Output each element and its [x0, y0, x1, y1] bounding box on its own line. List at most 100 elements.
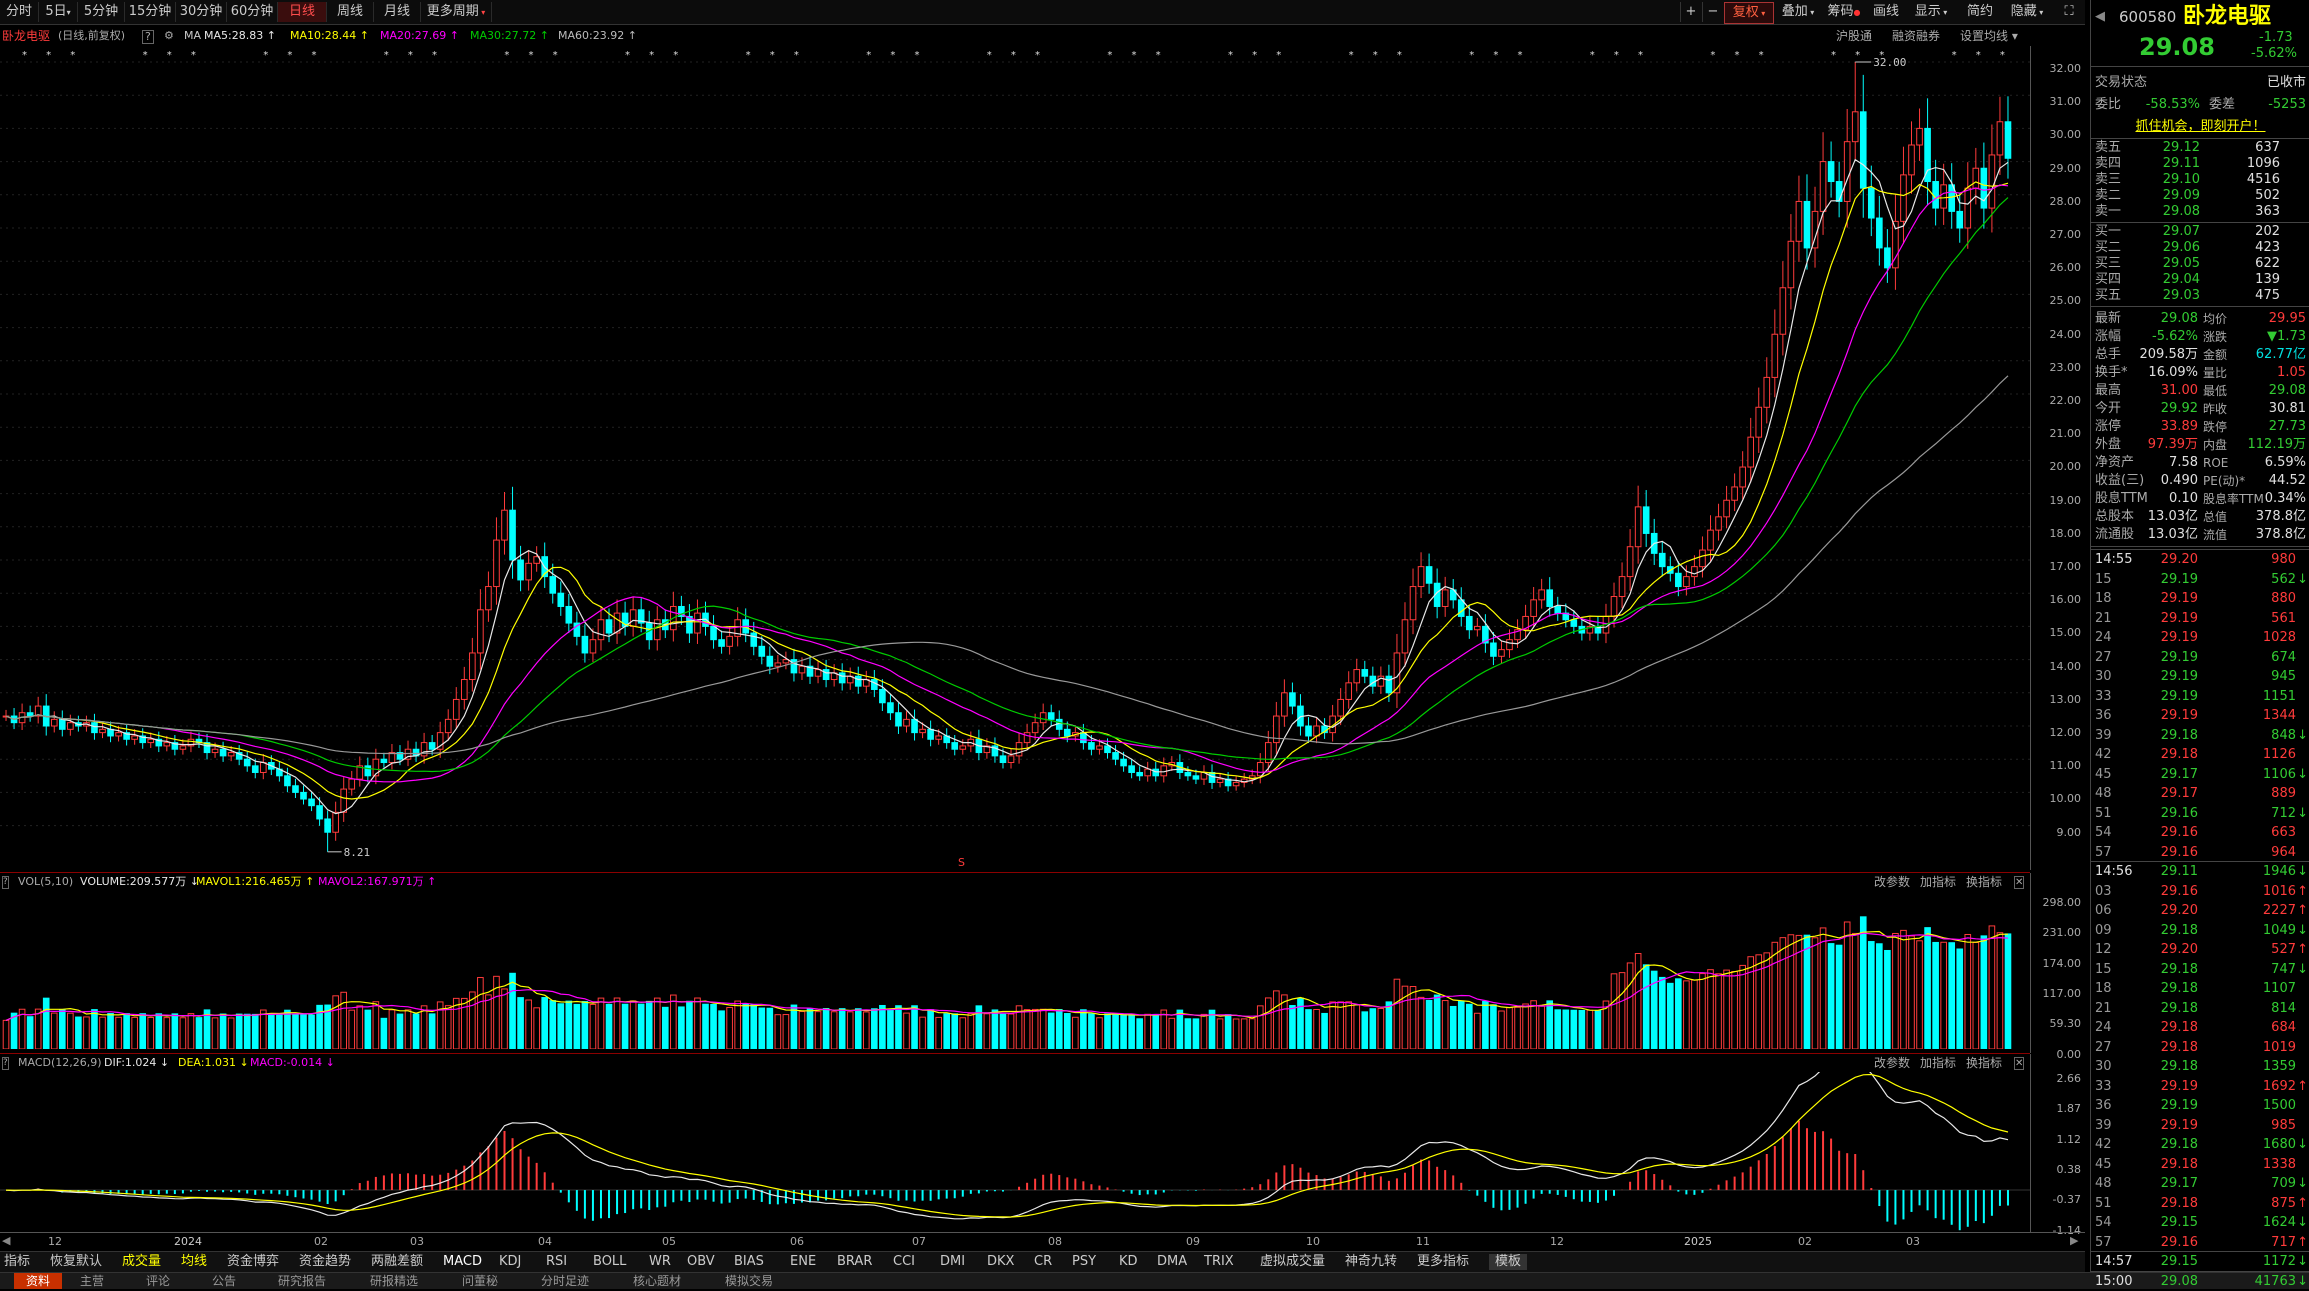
indicator-tab[interactable]: BOLL [593, 1254, 626, 1270]
display-button[interactable]: 显示 ▾ [1906, 2, 1956, 22]
indicator-tab[interactable]: PSY [1072, 1254, 1096, 1270]
indicator-tab[interactable]: CR [1034, 1254, 1052, 1270]
indicator-tab[interactable]: DKX [987, 1254, 1014, 1270]
hide-button[interactable]: 隐藏 ▾ [2002, 2, 2052, 22]
indicator-tab[interactable]: BRAR [837, 1254, 872, 1270]
indicator-tab[interactable]: 更多指标 [1417, 1254, 1469, 1270]
adjust-button[interactable]: 复权 ▾ [1724, 2, 1774, 24]
margin-trading-link[interactable]: 融资融券 [1892, 26, 1940, 46]
period-tab-30min[interactable]: 30分钟 [176, 2, 227, 22]
indicator-tab[interactable]: 成交量 [122, 1254, 161, 1270]
axis-label: 14.00 [2031, 660, 2081, 673]
bottom-tab[interactable]: 问董秘 [462, 1273, 498, 1289]
indicator-tab[interactable]: ENE [790, 1254, 816, 1270]
back-icon[interactable]: ◀ [2095, 4, 2105, 30]
period-tab-daily[interactable]: 日线 [278, 2, 327, 22]
indicator-tab[interactable]: 指标 [4, 1254, 30, 1270]
bottom-tab[interactable]: 核心题材 [633, 1273, 681, 1289]
help-icon[interactable]: ? [142, 30, 154, 44]
indicator-tab[interactable]: KDJ [499, 1254, 521, 1270]
period-tab-60min[interactable]: 60分钟 [227, 2, 278, 22]
open-account-link[interactable]: 抓住机会，即刻开户！ [2091, 118, 2309, 136]
indicator-tab[interactable]: 资金趋势 [299, 1254, 351, 1270]
simple-button[interactable]: 简约 [1960, 2, 2000, 22]
hk-connect-link[interactable]: 沪股通 [1836, 26, 1872, 46]
close-icon[interactable]: ✕ [2014, 1057, 2024, 1070]
axis-label: 9.00 [2031, 826, 2081, 839]
help-icon[interactable]: ? [2, 876, 9, 889]
indicator-tab[interactable]: WR [649, 1254, 671, 1270]
period-tab-more-label: 更多周期 [427, 4, 479, 19]
stat-value: 112.19万 [2248, 436, 2307, 454]
chip-button[interactable]: 筹码● [1824, 2, 1864, 22]
fullscreen-icon[interactable]: ⛶ [2056, 2, 2082, 22]
period-tab-15min[interactable]: 15分钟 [125, 2, 176, 22]
vol-edit-params[interactable]: 改参数 [1874, 873, 1910, 891]
indicator-tab[interactable]: 恢复默认 [50, 1254, 102, 1270]
indicator-tab[interactable]: OBV [687, 1254, 715, 1270]
bid-volume: 622 [2255, 256, 2280, 272]
period-tab-intraday[interactable]: 分时 [0, 2, 39, 22]
help-icon[interactable]: ? [2, 1057, 9, 1070]
volume-bar [542, 998, 548, 1049]
indicator-tab[interactable]: 神奇九转 [1345, 1254, 1397, 1270]
vol-mavol1: MAVOL1:216.465万 ↑ [196, 873, 314, 891]
bottom-tab[interactable]: 研究报告 [278, 1273, 326, 1289]
indicator-tab[interactable]: BIAS [734, 1254, 764, 1270]
indicator-tab[interactable]: 资金博弈 [227, 1254, 279, 1270]
volume-bar [244, 1014, 250, 1049]
macd-edit-params[interactable]: 改参数 [1874, 1054, 1910, 1072]
volume-bar [1450, 1006, 1456, 1049]
volume-bar [1249, 1019, 1255, 1049]
indicator-tab[interactable]: TRIX [1204, 1254, 1234, 1270]
indicator-tab[interactable]: CCI [893, 1254, 915, 1270]
scroll-right-icon[interactable]: ▶ [2070, 1234, 2078, 1247]
candle-body [1217, 779, 1223, 782]
ma-settings-link[interactable]: 设置均线 ▾ [1960, 26, 2018, 46]
bottom-tab[interactable]: 评论 [146, 1273, 170, 1289]
period-tab-more[interactable]: 更多周期 ▾ [421, 2, 492, 22]
indicator-tab[interactable]: 虚拟成交量 [1260, 1254, 1325, 1270]
volume-bar [1137, 1019, 1143, 1049]
tick-price: 29.19 [2161, 687, 2198, 706]
period-tab-5day[interactable]: 5日▾ [39, 2, 78, 22]
indicator-tab[interactable]: DMI [940, 1254, 965, 1270]
candle-body [791, 660, 797, 673]
gear-icon[interactable]: ⚙ [164, 26, 174, 46]
indicator-tab[interactable]: KD [1119, 1254, 1138, 1270]
axis-label: 174.00 [2031, 957, 2081, 970]
indicator-tab[interactable]: DMA [1157, 1254, 1187, 1270]
close-icon[interactable]: ✕ [2014, 876, 2024, 889]
vol-switch-indicator[interactable]: 换指标 [1966, 873, 2002, 891]
period-tab-5min[interactable]: 5分钟 [78, 2, 125, 22]
scroll-left-icon[interactable]: ◀ [2, 1234, 10, 1247]
bottom-tab[interactable]: 模拟交易 [725, 1273, 773, 1289]
indicator-tab[interactable]: RSI [546, 1254, 567, 1270]
candle-body [1531, 600, 1537, 617]
indicator-tab[interactable]: 均线 [181, 1254, 207, 1270]
vol-add-indicator[interactable]: 加指标 [1920, 873, 1956, 891]
indicator-tab[interactable]: MACD [443, 1254, 482, 1270]
bottom-tab[interactable]: 资料 [14, 1273, 62, 1289]
indicator-tab[interactable]: 两融差额 [371, 1254, 423, 1270]
zoom-out-button[interactable]: − [1702, 2, 1723, 22]
bottom-tab[interactable]: 公告 [212, 1273, 236, 1289]
period-tab-weekly[interactable]: 周线 [327, 2, 374, 22]
volume-bar [478, 978, 484, 1049]
overlay-button[interactable]: 叠加 ▾ [1776, 2, 1820, 22]
zoom-in-button[interactable]: + [1680, 2, 1701, 22]
volume-bar [1153, 1014, 1159, 1049]
draw-button[interactable]: 画线 [1868, 2, 1904, 22]
period-tab-monthly[interactable]: 月线 [374, 2, 421, 22]
candle-body [1475, 626, 1481, 629]
indicator-tab[interactable]: 模板 [1489, 1254, 1527, 1270]
candle-body [1868, 188, 1874, 218]
bottom-tab[interactable]: 分时足迹 [541, 1273, 589, 1289]
macd-add-indicator[interactable]: 加指标 [1920, 1054, 1956, 1072]
macd-switch-indicator[interactable]: 换指标 [1966, 1054, 2002, 1072]
bottom-tab[interactable]: 主营 [80, 1273, 104, 1289]
kline-chart[interactable]: 32.008.21S******************************… [0, 46, 2030, 870]
bottom-tab[interactable]: 研报精选 [370, 1273, 418, 1289]
